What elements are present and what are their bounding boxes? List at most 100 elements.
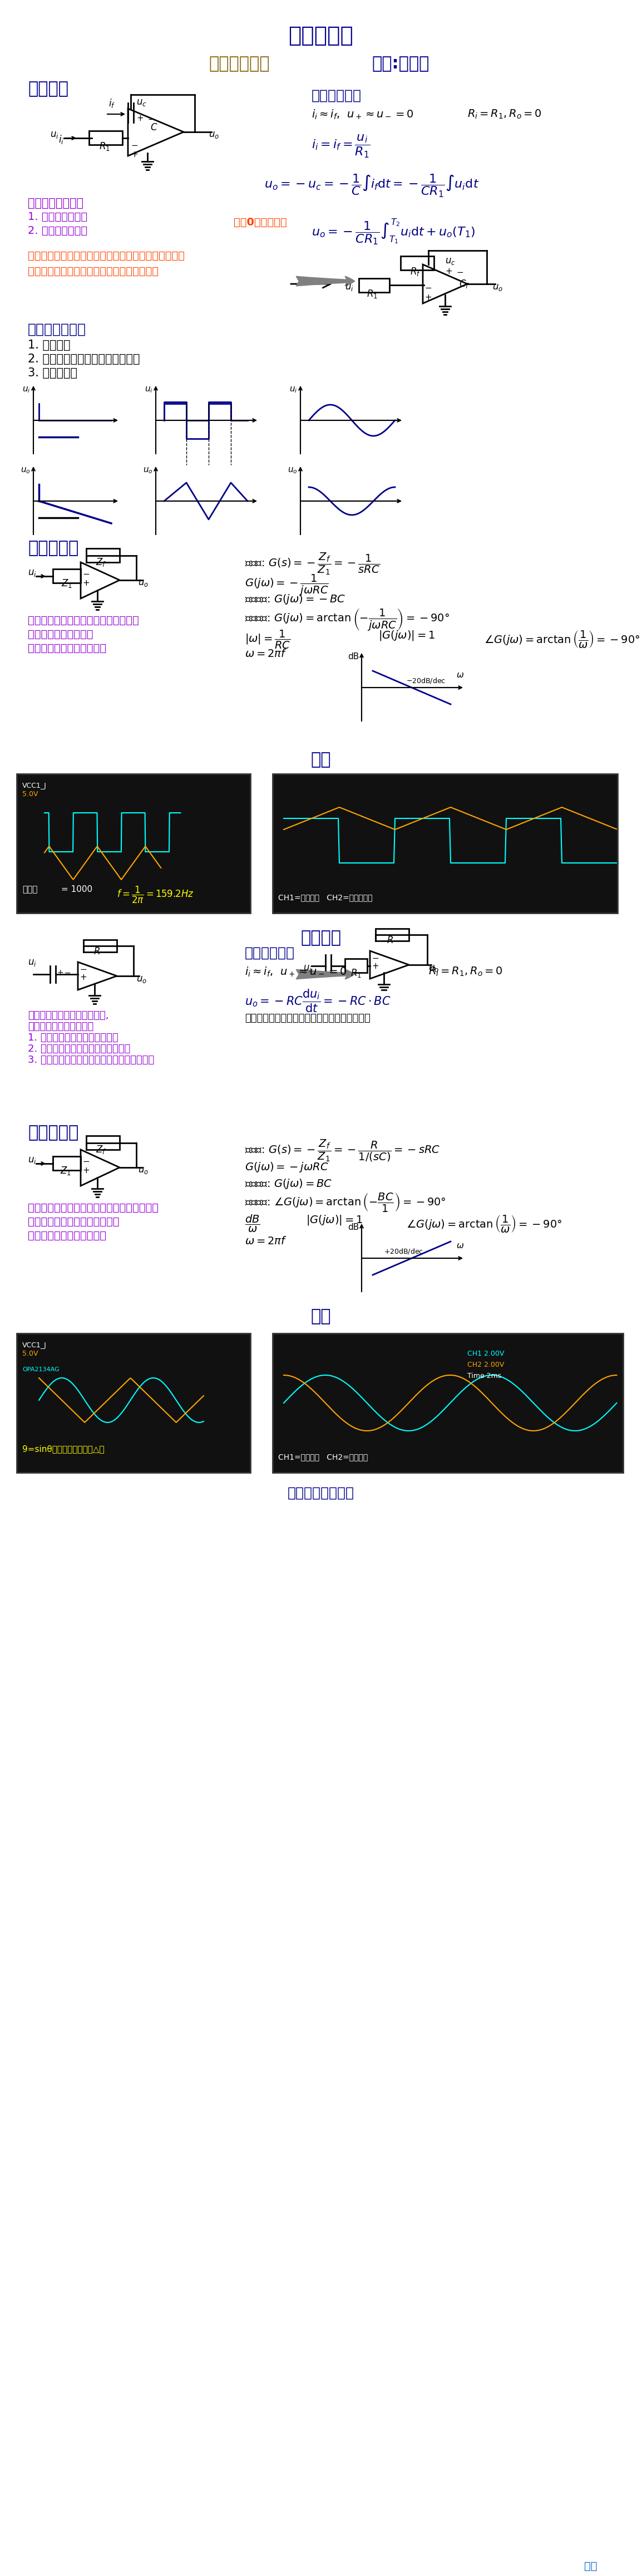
Text: 外流法: $G(s) = -\dfrac{Z_f}{Z_1} = -\dfrac{1}{sRC}$: 外流法: $G(s) = -\dfrac{Z_f}{Z_1} = -\dfrac… [245, 551, 380, 577]
Text: 9=sinθ波，输出正弦输入△波: 9=sinθ波，输出正弦输入△波 [22, 1445, 105, 1453]
Text: $Z_f$: $Z_f$ [96, 556, 107, 567]
Text: $u_o$: $u_o$ [138, 577, 148, 587]
Text: $u_c$: $u_c$ [445, 255, 456, 265]
Text: 稳频响应: $G(j\omega) = BC$: 稳频响应: $G(j\omega) = BC$ [245, 1177, 332, 1190]
Text: $R_f$: $R_f$ [410, 265, 421, 278]
Text: 越严重，高频误差越小: 越严重，高频误差越小 [28, 629, 93, 639]
Text: $u_o$: $u_o$ [136, 974, 147, 984]
Text: 仿真: 仿真 [311, 1309, 331, 1324]
Text: 笔记:王某卫: 笔记:王某卫 [372, 57, 429, 72]
Text: $u_i$: $u_i$ [28, 1154, 37, 1164]
Text: $R$: $R$ [386, 935, 394, 945]
Text: $u_o$: $u_o$ [492, 283, 503, 291]
Text: $|G(j\omega)| = 1$: $|G(j\omega)| = 1$ [378, 629, 435, 641]
Text: $u_o$: $u_o$ [428, 963, 439, 974]
Text: OPA2134AG: OPA2134AG [22, 1368, 59, 1373]
Text: CH1 2.00V: CH1 2.00V [467, 1350, 504, 1358]
Text: 仿真: 仿真 [311, 752, 331, 768]
Text: 积分电路: 积分电路 [28, 80, 69, 98]
Text: 知乎: 知乎 [584, 2561, 597, 2571]
Bar [86, 549, 119, 562]
Text: $u_o = -RC\dfrac{\mathrm{d}u_i}{\mathrm{d}t} = -RC \cdot BC$: $u_o = -RC\dfrac{\mathrm{d}u_i}{\mathrm{… [245, 989, 391, 1015]
Text: = 1000: = 1000 [61, 886, 92, 894]
Text: $G(j\omega) = -j\omega RC$: $G(j\omega) = -j\omega RC$ [245, 1162, 329, 1175]
Text: $u_i$: $u_i$ [145, 386, 153, 394]
Bar [376, 927, 409, 940]
Text: $u_i$: $u_i$ [290, 386, 298, 394]
Text: $+$: $+$ [136, 113, 144, 124]
Text: $R_1$: $R_1$ [367, 289, 377, 299]
Bar [17, 1334, 250, 1473]
Text: $u_i$: $u_i$ [345, 283, 354, 291]
Text: $-$: $-$ [82, 1157, 90, 1164]
Text: $+$: $+$ [131, 149, 138, 160]
Bar [17, 773, 250, 912]
Text: 外流法: $G(s) = -\dfrac{Z_f}{Z_1} = -\dfrac{R}{1/(sC)} = -sRC$: 外流法: $G(s) = -\dfrac{Z_f}{Z_1} = -\dfrac… [245, 1139, 440, 1164]
Text: $R$: $R$ [94, 945, 100, 956]
Text: $R_i = R_1, R_o = 0$: $R_i = R_1, R_o = 0$ [467, 108, 542, 121]
Text: 电容替代反馈电阻: 电容替代反馈电阻 [28, 198, 83, 209]
Text: $Z_1$: $Z_1$ [60, 1164, 71, 1177]
Text: $i_f$: $i_f$ [108, 98, 116, 108]
Text: $i_i$: $i_i$ [58, 134, 64, 144]
Text: 频域的分析: 频域的分析 [28, 1126, 78, 1141]
Text: 频率比: 频率比 [22, 886, 37, 894]
Text: 3. 高频输入信号与输出差，一次微分运算比比: 3. 高频输入信号与输出差，一次微分运算比比 [28, 1056, 154, 1064]
Text: $-$: $-$ [424, 283, 432, 291]
Text: 2. 波形转换，比如方波变为三角波: 2. 波形转换，比如方波变为三角波 [28, 353, 140, 366]
Text: $-$: $-$ [80, 963, 87, 974]
Text: 1. 低频容抗无穷大: 1. 低频容抗无穷大 [28, 211, 87, 222]
Bar [53, 1157, 81, 1170]
Text: $\omega = 2\pi f$: $\omega = 2\pi f$ [245, 649, 287, 659]
Text: 微分放大倍数随频率线性增大,: 微分放大倍数随频率线性增大, [28, 1010, 108, 1020]
Text: 5.0V: 5.0V [22, 1350, 38, 1358]
Text: 输出电压与输入成积分关系: 输出电压与输入成积分关系 [28, 644, 107, 654]
Text: $+$: $+$ [372, 961, 379, 971]
Text: 频率越高，放大倍数越大: 频率越高，放大倍数越大 [28, 1023, 94, 1030]
Text: $u_o$: $u_o$ [143, 466, 153, 474]
Text: 3. 移相，平移: 3. 移相，平移 [28, 368, 77, 379]
Bar [86, 1136, 119, 1149]
Text: $\omega$: $\omega$ [456, 1242, 464, 1249]
Text: $+$: $+$ [80, 974, 87, 981]
Text: dB: dB [347, 1224, 359, 1231]
Text: $i_i \approx i_f$,  $u_+ \approx u_- = 0$: $i_i \approx i_f$, $u_+ \approx u_- = 0$ [245, 966, 347, 979]
Text: $+$: $+$ [82, 1167, 90, 1175]
Text: $u_i$: $u_i$ [28, 567, 37, 577]
Text: $-$: $-$ [64, 969, 71, 976]
Text: 稳频响应: $\angle G(j\omega) = \arctan\left(-\dfrac{BC}{1}\right) = -90°$: 稳频响应: $\angle G(j\omega) = \arctan\left(… [245, 1193, 446, 1213]
Text: $u_o$: $u_o$ [209, 129, 220, 139]
Text: 输出电压与输入成微分关系: 输出电压与输入成微分关系 [28, 1231, 107, 1242]
Text: 2. 高频容抗无穷小: 2. 高频容抗无穷小 [28, 227, 87, 237]
Bar [83, 940, 117, 953]
Bar [273, 773, 618, 912]
Text: $i_i \approx i_f$,  $u_+ \approx u_- = 0$: $i_i \approx i_f$, $u_+ \approx u_- = 0$ [311, 108, 413, 121]
Text: $-$: $-$ [82, 569, 90, 577]
Text: 稳频响应: $G(j\omega) = \arctan\left(-\dfrac{1}{j\omega RC}\right) = -90°$: 稳频响应: $G(j\omega) = \arctan\left(-\dfrac… [245, 608, 449, 631]
Text: 频率越高，放大倍数越小，低频时失真: 频率越高，放大倍数越小，低频时失真 [28, 616, 139, 626]
Text: $R_i = R_1, R_o = 0$: $R_i = R_1, R_o = 0$ [428, 966, 503, 979]
Text: $u_o$: $u_o$ [288, 466, 298, 474]
Text: $u_o = -\dfrac{1}{CR_1}\int_{T_1}^{T_2} u_i \mathrm{d}t + u_o(T_1)$: $u_o = -\dfrac{1}{CR_1}\int_{T_1}^{T_2} … [311, 216, 475, 247]
Text: 1. 微分放大倍数随频率线性增大: 1. 微分放大倍数随频率线性增大 [28, 1033, 118, 1043]
Text: 2. 高频放大倍数大，易引与噪声放大: 2. 高频放大倍数大，易引与噪声放大 [28, 1043, 130, 1054]
Text: $u_o$: $u_o$ [21, 466, 31, 474]
Text: 不在0时刻的计算: 不在0时刻的计算 [234, 216, 287, 227]
Text: $\omega$: $\omega$ [456, 670, 464, 680]
Text: $u_c$: $u_c$ [136, 98, 147, 108]
Text: 解决：需要与电容并联电阻减少直流放大倍数: 解决：需要与电容并联电阻减少直流放大倍数 [28, 265, 159, 276]
Text: dB: dB [347, 652, 359, 662]
Text: 高频噪声放大倍数大，输出失真: 高频噪声放大倍数大，输出失真 [28, 1216, 119, 1226]
Text: 积分微分电路: 积分微分电路 [209, 57, 270, 72]
Text: $C_f$: $C_f$ [459, 278, 470, 289]
Text: $-$: $-$ [131, 139, 138, 149]
Text: $R_1$: $R_1$ [351, 969, 361, 979]
Text: CH1=正弦输入   CH2=余弦输出: CH1=正弦输入 CH2=余弦输出 [278, 1453, 368, 1461]
Text: $f = \dfrac{1}{2\pi} = 159.2Hz$: $f = \dfrac{1}{2\pi} = 159.2Hz$ [117, 886, 194, 904]
Text: $|G(j\omega)| = 1$: $|G(j\omega)| = 1$ [306, 1213, 363, 1226]
Text: $u_i$: $u_i$ [50, 129, 59, 139]
Text: VCC1_J: VCC1_J [22, 783, 47, 788]
Text: CH1=方波输入   CH2=三角波输出: CH1=方波输入 CH2=三角波输出 [278, 894, 372, 902]
Text: 1. 线性积分: 1. 线性积分 [28, 340, 71, 350]
Text: $|\omega| = \dfrac{1}{RC}$: $|\omega| = \dfrac{1}{RC}$ [245, 629, 291, 649]
